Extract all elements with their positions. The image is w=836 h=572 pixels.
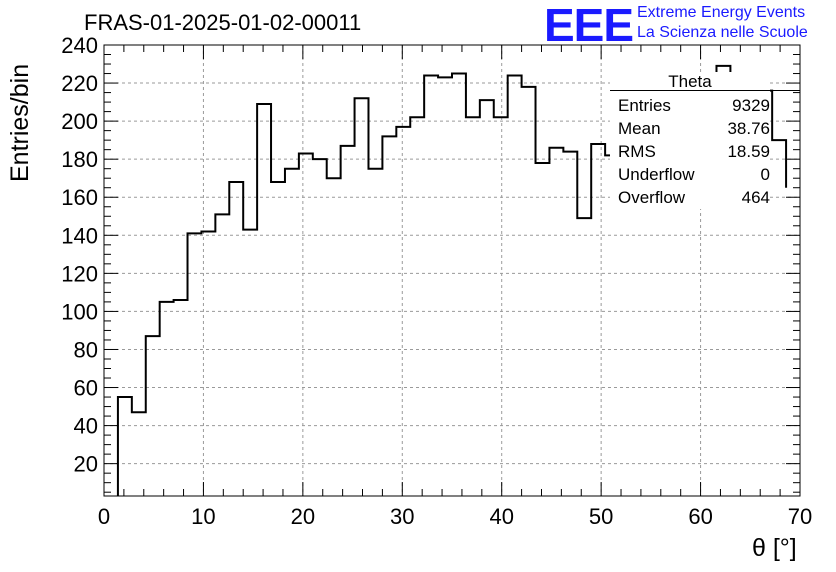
stats-label: Overflow [618,188,686,207]
stats-row-underflow: Underflow 0 [610,163,770,186]
plot-frame [103,44,801,497]
y-tick-label: 180 [61,147,98,172]
x-tick-label: 60 [688,504,712,529]
y-tick-label: 80 [74,337,98,362]
x-tick-label: 30 [390,504,414,529]
stats-row-entries: Entries 9329 [610,94,770,117]
y-tick-label: 240 [61,33,98,58]
chart-title: FRAS-01-2025-01-02-00011 [84,10,362,35]
stats-box: Theta Entries 9329 Mean 38.76 RMS 18.59 Und… [610,72,800,209]
y-tick-label: 120 [61,261,98,286]
x-axis-label: θ [°] [752,534,797,562]
logo-line-1: Extreme Energy Events [637,4,806,21]
stats-label: RMS [618,142,656,161]
y-tick-label: 100 [61,299,98,324]
stats-value: 18.59 [727,142,770,161]
logo-line-2: La Scienza nelle Scuole [637,24,808,41]
x-tick-label: 70 [788,504,812,529]
stats-title: Theta [668,72,712,91]
stats-value: 464 [741,188,770,207]
stats-value: 38.76 [727,119,770,138]
y-tick-label: 220 [61,71,98,96]
y-tick-label: 200 [61,109,98,134]
stats-row-rms: RMS 18.59 [610,140,770,163]
y-tick-label: 20 [74,452,98,477]
stats-row-overflow: Overflow 464 [610,186,770,209]
x-tick-label: 10 [191,504,215,529]
y-tick-label: 60 [74,376,98,401]
stats-divider [610,90,800,91]
y-tick-label: 40 [74,414,98,439]
stats-row-mean: Mean 38.76 [610,117,770,140]
eee-logo: EEE [544,0,634,51]
stats-label: Entries [618,96,671,115]
x-tick-label: 50 [589,504,613,529]
y-tick-label: 160 [61,185,98,210]
stats-value: 0 [760,165,770,184]
y-axis-label: Entries/bin [6,63,34,182]
x-tick-label: 40 [489,504,513,529]
x-tick-label: 20 [291,504,315,529]
x-tick-label: 0 [98,504,110,529]
stats-value: 9329 [732,96,770,115]
stats-label: Mean [618,119,661,138]
stats-label: Underflow [618,165,695,184]
y-tick-label: 140 [61,223,98,248]
